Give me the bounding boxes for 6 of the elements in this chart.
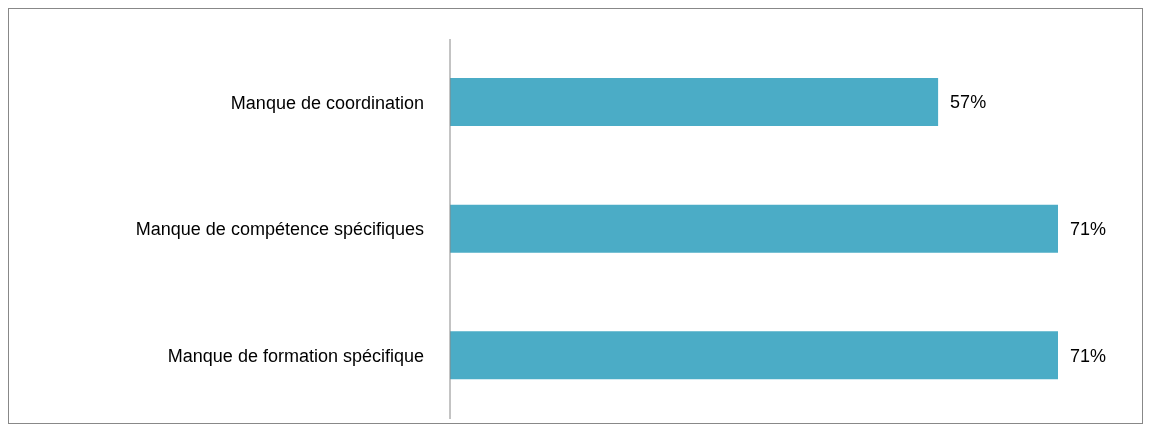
data-label: 57% <box>950 92 987 113</box>
y-tick-label: Manque de coordination <box>230 92 424 113</box>
data-label: 71% <box>1070 219 1107 240</box>
data-label: 71% <box>1070 345 1107 366</box>
y-tick-label: Manque de formation spécifique <box>167 346 424 367</box>
y-tick-label: Manque de compétence spécifiques <box>135 219 424 240</box>
